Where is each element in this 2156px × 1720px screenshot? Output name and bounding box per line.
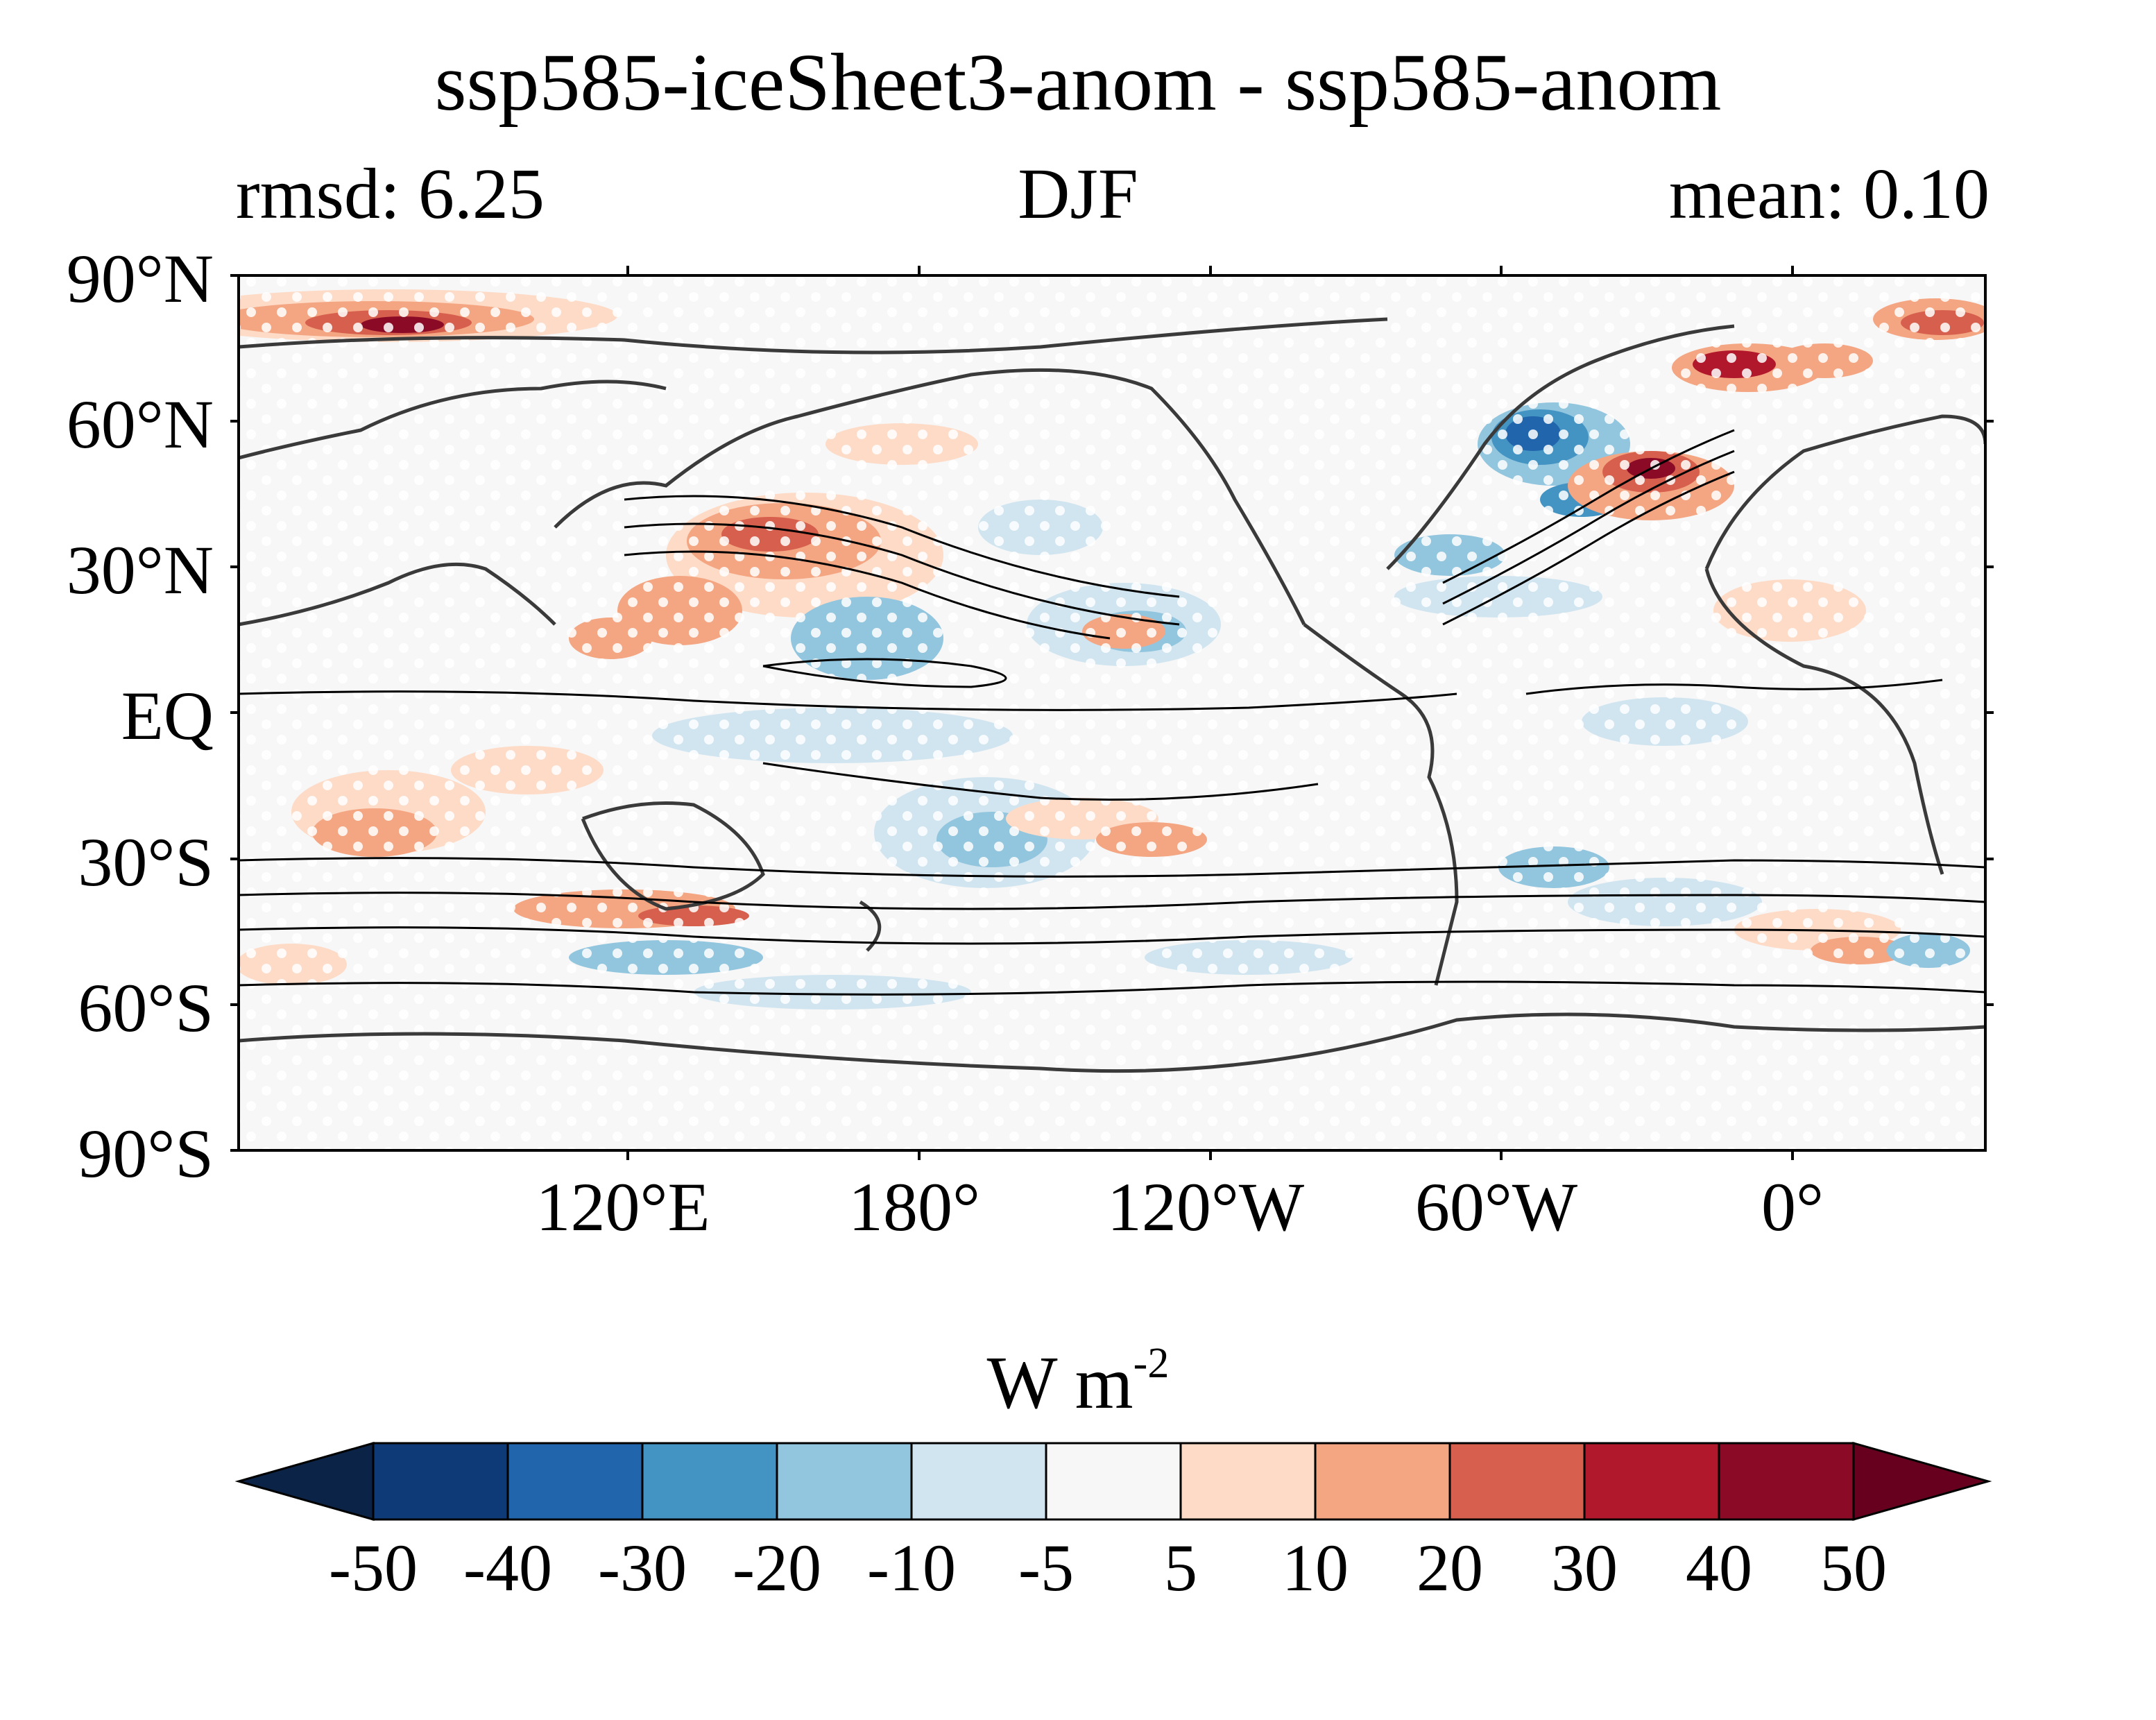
colorbar-segment (776, 1442, 913, 1521)
lat-label-30s: 30°S (78, 824, 214, 901)
lat-label-60s: 60°S (78, 969, 214, 1046)
cb-tick: 30 (1551, 1531, 1618, 1605)
units-exponent: -2 (1133, 1340, 1170, 1387)
lon-label-60w: 60°W (1414, 1168, 1578, 1245)
colorbar-segment (1045, 1442, 1182, 1521)
lon-label-0: 0° (1761, 1168, 1824, 1245)
coastlines (239, 317, 1985, 1073)
colorbar-segment (1314, 1442, 1451, 1521)
lat-label-30n: 30°N (66, 531, 214, 608)
climatology-contours (239, 429, 1985, 996)
colorbar-segment (910, 1442, 1047, 1521)
colorbar-units: W m-2 (0, 1342, 2156, 1421)
colorbar-segment (1583, 1442, 1720, 1521)
lat-label-90s: 90°S (78, 1115, 214, 1192)
cb-tick: 40 (1686, 1531, 1752, 1605)
map-title: ssp585-iceSheet3-anom - ssp585-anom (434, 37, 1722, 128)
colorbar-segment (1179, 1442, 1317, 1521)
mean-label: mean: 0.10 (1668, 154, 1990, 234)
significance-stipple (239, 275, 1985, 1150)
lon-label-120e: 120°E (536, 1168, 710, 1245)
colorbar-segment (1718, 1442, 1855, 1521)
lon-label-120w: 120°W (1106, 1168, 1305, 1245)
lon-label-180: 180° (848, 1168, 980, 1245)
colorbar-segment (641, 1442, 778, 1521)
colorbar-extend-high (1852, 1442, 1992, 1521)
cb-tick: 20 (1417, 1531, 1483, 1605)
lat-label-eq: EQ (121, 677, 214, 754)
rmsd-label: rmsd: 6.25 (236, 154, 545, 234)
map-panel (239, 275, 1985, 1150)
cb-tick: -20 (733, 1531, 821, 1605)
units-text: W m (986, 1342, 1133, 1424)
cb-tick: 10 (1282, 1531, 1349, 1605)
colorbar-segment (1448, 1442, 1586, 1521)
colorbar-extend-low (234, 1442, 375, 1521)
lat-label-90n: 90°N (66, 240, 214, 317)
cb-tick: -10 (867, 1531, 956, 1605)
axis-ticks (230, 266, 1994, 1160)
season-label: DJF (1018, 154, 1138, 234)
cb-tick: -30 (598, 1531, 687, 1605)
cb-tick: -50 (329, 1531, 418, 1605)
colorbar (234, 1442, 1992, 1521)
colorbar-segment (372, 1442, 509, 1521)
cb-tick: 5 (1164, 1531, 1197, 1605)
cb-tick: 50 (1820, 1531, 1887, 1605)
lat-label-60n: 60°N (66, 386, 214, 463)
cb-tick: -40 (463, 1531, 552, 1605)
cb-tick: -5 (1018, 1531, 1074, 1605)
colorbar-segment (506, 1442, 644, 1521)
